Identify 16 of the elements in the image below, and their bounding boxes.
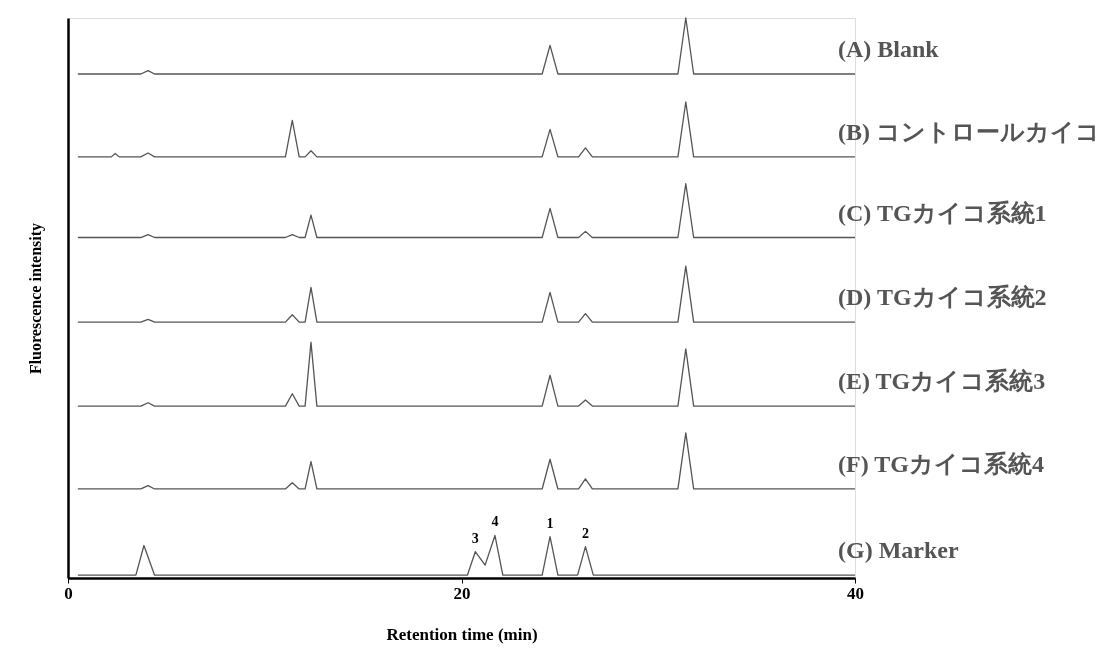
series-label: (C) TGカイコ系統1: [838, 199, 1047, 226]
x-axis-title: Retention time (min): [386, 624, 538, 644]
annotation: 1: [546, 515, 554, 531]
y-axis-title: Fluorescence intensity: [26, 222, 45, 375]
series-label: (F) TGカイコ系統4: [838, 450, 1044, 477]
annotation: 3: [471, 530, 479, 546]
x-tick-label: 0: [64, 583, 73, 603]
series-label: (B) コントロールカイコ: [838, 118, 1100, 145]
series-label: (D) TGカイコ系統2: [838, 284, 1047, 311]
annotation: 4: [491, 514, 499, 530]
x-tick-label: 40: [847, 583, 864, 603]
series-label: (A) Blank: [838, 36, 940, 62]
annotation: 2: [581, 525, 589, 541]
x-tick-label: 20: [453, 583, 471, 603]
series-label: (E) TGカイコ系統3: [838, 368, 1046, 395]
series-label: (G) Marker: [838, 537, 959, 564]
